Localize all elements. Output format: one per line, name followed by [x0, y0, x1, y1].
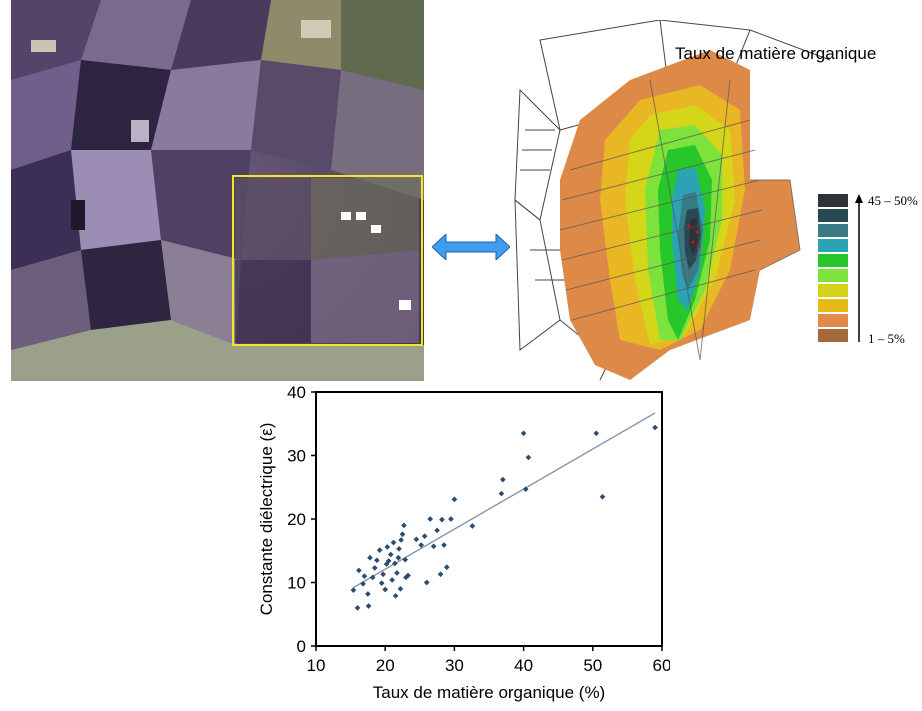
data-point	[390, 539, 397, 546]
plot-frame	[315, 391, 663, 647]
data-point	[365, 591, 371, 597]
study-area-box	[232, 175, 423, 346]
legend-swatch	[818, 284, 848, 297]
data-point	[365, 603, 372, 609]
data-point	[396, 546, 402, 552]
data-point	[448, 516, 454, 522]
legend-swatch	[818, 194, 848, 207]
data-point	[384, 544, 391, 550]
data-point	[392, 593, 399, 599]
map-title: Taux de matière organique	[675, 44, 877, 63]
x-tick-label: 30	[445, 656, 464, 675]
legend-swatch	[818, 329, 848, 342]
data-point	[525, 454, 532, 461]
x-tick-label: 20	[376, 656, 395, 675]
data-point	[387, 551, 394, 558]
legend-swatch	[818, 254, 848, 267]
x-axis-ticks: 10 20 30 40 50 60	[307, 646, 670, 675]
y-tick-label: 0	[297, 637, 306, 656]
field-parcels	[11, 0, 424, 381]
x-tick-label: 60	[653, 656, 670, 675]
data-point	[522, 486, 529, 492]
x-tick-label: 40	[514, 656, 533, 675]
data-points	[350, 424, 658, 611]
data-point	[421, 533, 428, 539]
legend-arrow-icon	[855, 194, 863, 342]
legend-swatch	[818, 269, 848, 282]
legend-swatches	[818, 194, 848, 344]
study-area-parcels	[235, 178, 419, 343]
data-point	[356, 567, 362, 574]
y-axis-ticks: 0 10 20 30 40	[287, 386, 316, 656]
data-point	[394, 570, 400, 576]
data-point	[401, 522, 407, 529]
y-tick-label: 20	[287, 510, 306, 529]
data-point	[397, 586, 404, 592]
y-tick-label: 10	[287, 574, 306, 593]
legend-swatch	[818, 209, 848, 222]
data-point	[382, 586, 389, 593]
data-point	[380, 571, 386, 578]
satellite-image	[11, 0, 424, 381]
data-point	[369, 574, 376, 581]
legend-swatch	[818, 224, 848, 237]
y-tick-label: 30	[287, 447, 306, 466]
sample-markers	[687, 224, 701, 248]
x-tick-label: 10	[307, 656, 326, 675]
legend-bottom-label: 1 – 5%	[868, 331, 905, 346]
data-point	[385, 558, 392, 564]
data-point	[430, 543, 437, 550]
data-point	[405, 572, 411, 579]
x-axis-label: Taux de matière organique (%)	[373, 683, 605, 702]
data-point	[378, 580, 385, 586]
y-tick-label: 40	[287, 386, 306, 402]
x-tick-label: 50	[583, 656, 602, 675]
data-point	[350, 587, 357, 593]
organic-matter-map	[514, 20, 831, 380]
legend-swatch	[818, 299, 848, 312]
legend-top-label: 45 – 50%	[868, 193, 918, 208]
data-point	[367, 554, 373, 561]
y-axis-label: Constante diélectrique (ε)	[257, 423, 276, 616]
data-point	[413, 536, 420, 543]
data-point	[423, 579, 430, 586]
data-point	[427, 516, 434, 522]
data-point	[418, 542, 425, 548]
color-legend: 45 – 50% 1 – 5%	[812, 190, 922, 350]
data-point	[361, 573, 368, 579]
legend-swatch	[818, 314, 848, 327]
data-point	[593, 430, 600, 437]
data-point	[434, 527, 440, 534]
data-point	[451, 496, 458, 503]
double-arrow-icon	[432, 234, 510, 260]
data-point	[437, 571, 444, 578]
data-point	[441, 542, 447, 548]
parcel-lines-over	[559, 79, 801, 361]
data-point	[395, 554, 402, 561]
legend-swatch	[818, 239, 848, 252]
